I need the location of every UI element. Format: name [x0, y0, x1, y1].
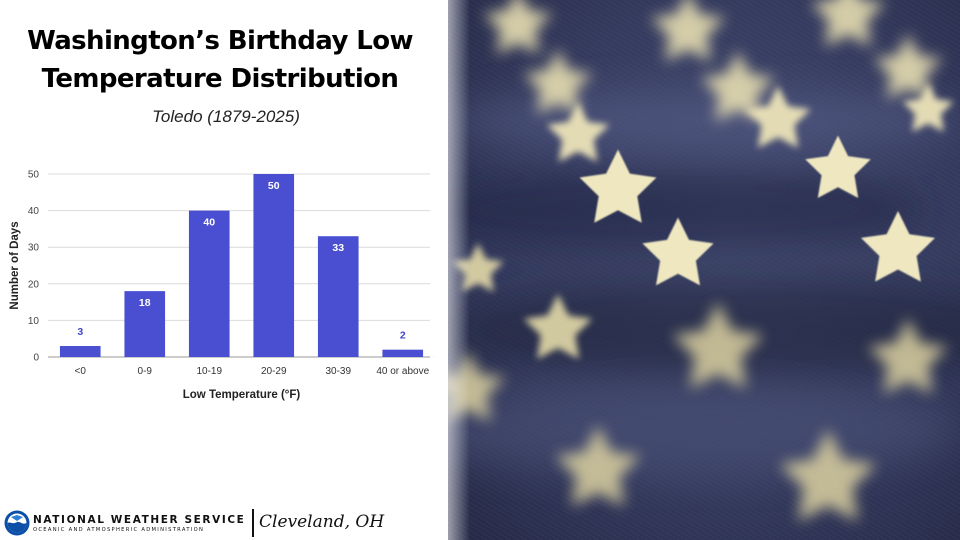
- y-axis-label: Number of Days: [9, 221, 21, 309]
- y-tick-label: 50: [28, 170, 40, 181]
- bar: [124, 291, 166, 357]
- x-tick-label: 30-39: [325, 366, 351, 377]
- x-axis-label: Low Temperature (°F): [183, 389, 301, 401]
- y-tick-label: 30: [28, 243, 40, 254]
- x-tick-label: 40 or above: [376, 366, 429, 377]
- chart-panel: Washington’s Birthday Low Temperature Di…: [0, 0, 448, 540]
- page-title: Washington’s Birthday Low Temperature Di…: [0, 22, 440, 98]
- flag-stars-photo: [448, 0, 960, 540]
- bar: [59, 346, 101, 357]
- data-label: 33: [332, 242, 344, 254]
- x-tick-label: 10-19: [196, 366, 222, 377]
- y-tick-label: 10: [28, 316, 40, 327]
- data-label: 40: [203, 217, 215, 229]
- title-line-1: Washington’s Birthday Low: [27, 26, 413, 56]
- x-tick-label: 20-29: [261, 366, 287, 377]
- data-label: 3: [77, 326, 83, 338]
- title-line-2: Temperature Distribution: [41, 64, 399, 94]
- bar: [188, 210, 230, 357]
- y-tick-label: 20: [28, 279, 40, 290]
- flag-photo-image: [448, 0, 960, 540]
- agency-name: NATIONAL WEATHER SERVICE: [33, 514, 246, 526]
- bar: [253, 174, 295, 357]
- bar-chart: 0 10 20 30 40 50 <0 3 0-9 18 10-19 40 20-29 50 30-39 33…: [9, 170, 435, 401]
- bar: [317, 236, 359, 357]
- bar: [382, 349, 424, 357]
- data-label: 50: [268, 180, 280, 192]
- photo-edge-fade: [430, 0, 470, 540]
- agency-subtitle: OCEANIC AND ATMOSPHERIC ADMINISTRATION: [33, 527, 205, 533]
- footer: NATIONAL WEATHER SERVICE OCEANIC AND ATM…: [0, 506, 448, 540]
- data-label: 2: [400, 330, 406, 342]
- chart-subtitle: Toledo (1879-2025): [152, 107, 300, 126]
- y-tick-label: 40: [28, 206, 40, 217]
- data-label: 18: [139, 297, 151, 309]
- footer-divider: [252, 509, 254, 537]
- y-tick-label: 0: [33, 353, 39, 364]
- x-tick-label: <0: [75, 366, 87, 377]
- x-tick-label: 0-9: [138, 366, 153, 377]
- office-name: Cleveland, OH: [259, 512, 385, 532]
- noaa-logo-icon: [4, 510, 30, 536]
